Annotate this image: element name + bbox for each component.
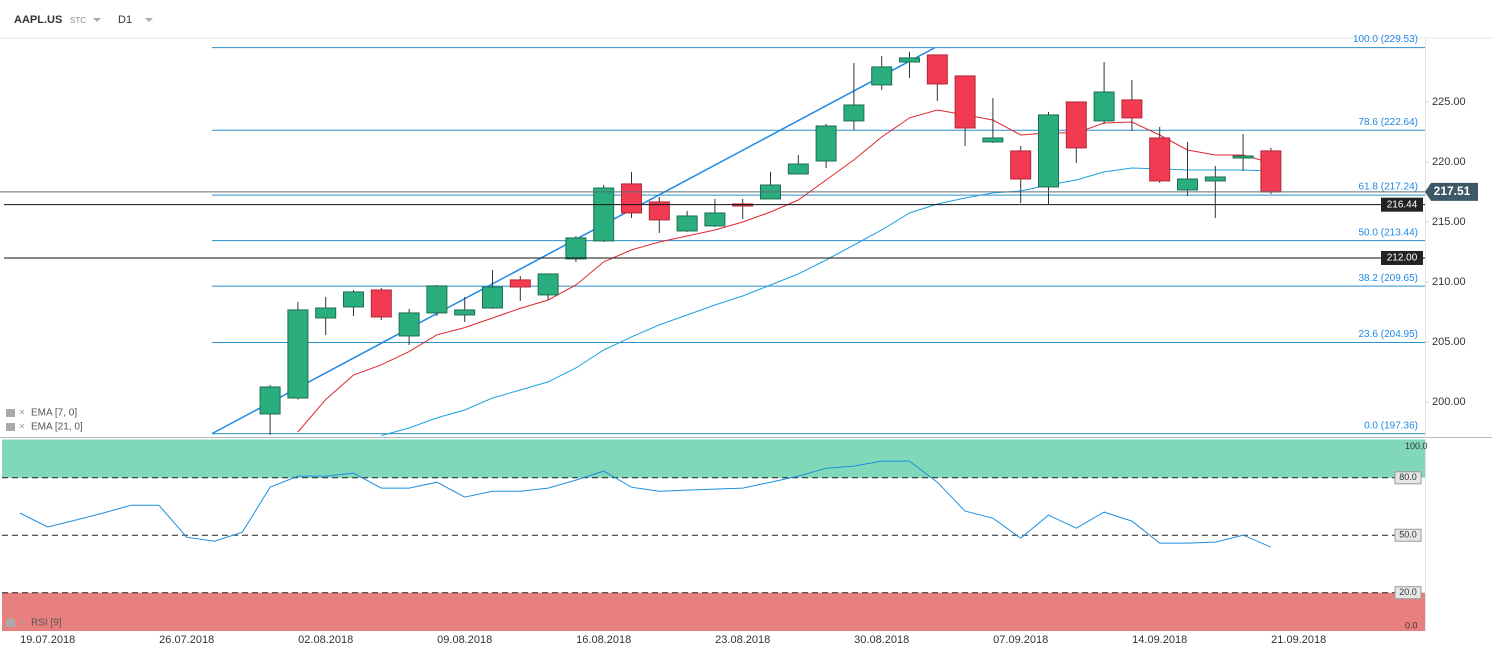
candle-body: [593, 187, 615, 242]
fib-label: 78.6 (222.64): [1359, 117, 1419, 128]
rsi-line: [19, 460, 1272, 548]
candle-body: [1177, 178, 1198, 191]
fib-label: 0.0 (197.36): [1364, 420, 1418, 431]
candle-body: [815, 125, 837, 162]
fib-label: 61.8 (217.24): [1359, 182, 1419, 193]
rsi-level-box: [1394, 471, 1422, 485]
price-line-label: 212.00: [1387, 253, 1418, 264]
interval[interactable]: D1: [118, 14, 132, 26]
candle-body: [426, 285, 448, 314]
legend-close: ×: [19, 618, 25, 629]
x-tick-label: 16.08.2018: [576, 634, 631, 646]
legend-icon: [6, 409, 15, 417]
rsi-tick-label: 20.0: [1399, 587, 1417, 597]
legend-close: ×: [19, 408, 25, 419]
fib-label: 38.2 (209.65): [1359, 273, 1419, 284]
candle-body: [1232, 155, 1254, 159]
candle-body: [621, 183, 642, 214]
legend-icon: [6, 619, 15, 627]
y-tick-label: 225.00: [1432, 96, 1466, 108]
candle-body: [287, 309, 309, 399]
candle-body: [954, 75, 976, 129]
candle-body: [704, 212, 726, 227]
fib-label: 50.0 (213.44): [1359, 227, 1419, 238]
candle-body: [565, 237, 587, 260]
x-tick-label: 09.08.2018: [437, 634, 492, 646]
y-tick-label: 205.00: [1432, 336, 1466, 348]
ema-line: [381, 167, 1271, 437]
candle-body: [343, 291, 364, 308]
candle-body: [398, 312, 420, 337]
candle-body: [676, 215, 698, 232]
y-tick-label: 210.00: [1432, 276, 1466, 288]
candle-body: [454, 309, 476, 316]
legend-entry: EMA [7, 0]: [31, 408, 77, 419]
rsi-tick-label: 0.0: [1405, 620, 1418, 630]
last-price-box: [1425, 182, 1478, 201]
candle-body: [843, 104, 865, 122]
candle-body: [871, 66, 893, 86]
rsi-tick-label: 100.0: [1405, 441, 1428, 451]
candle-body: [1121, 99, 1143, 119]
legend-entry: RSI [9]: [31, 618, 62, 629]
candle-body: [899, 57, 920, 63]
price-pane: [211, 46, 1425, 437]
x-tick-label: 23.08.2018: [715, 634, 770, 646]
y-tick-label: 220.00: [1432, 156, 1466, 168]
candle-body: [1065, 101, 1087, 149]
rsi-zone: [2, 592, 1425, 631]
candle-body: [370, 289, 392, 318]
rsi-level-box: [1394, 528, 1422, 542]
candle-body: [787, 163, 809, 175]
candle-body: [259, 386, 281, 415]
x-tick-label: 02.08.2018: [298, 634, 353, 646]
candle-body: [1038, 114, 1059, 188]
price-line-box: [1381, 250, 1423, 265]
x-tick-label: 21.09.2018: [1271, 634, 1326, 646]
rsi-tick-label: 50.0: [1399, 530, 1417, 540]
candle-body: [482, 286, 503, 309]
candle-body: [1093, 91, 1115, 122]
market[interactable]: STC: [70, 16, 86, 25]
dropdown-arrow[interactable]: [145, 18, 153, 22]
rsi-level-box: [1394, 586, 1422, 600]
candle-body: [1260, 150, 1282, 193]
x-tick-label: 30.08.2018: [854, 634, 909, 646]
symbol[interactable]: AAPL.US: [14, 14, 62, 26]
y-tick-label: 215.00: [1432, 216, 1466, 228]
candle-body: [537, 273, 559, 296]
y-tick-label: 200.00: [1432, 396, 1466, 408]
candle-body: [1010, 150, 1032, 180]
dropdown-arrow[interactable]: [93, 18, 101, 22]
last-price-label: 217.51: [1434, 184, 1471, 198]
legend-entry: EMA [21, 0]: [31, 422, 83, 433]
candle-body: [1204, 176, 1226, 182]
price-line-box: [1381, 197, 1423, 212]
candle-body: [982, 137, 1004, 143]
candle-body: [926, 54, 948, 85]
x-tick-label: 26.07.2018: [159, 634, 214, 646]
x-tick-label: 07.09.2018: [993, 634, 1048, 646]
candle-body: [315, 307, 337, 319]
x-tick-label: 14.09.2018: [1132, 634, 1187, 646]
legend-icon: [6, 423, 15, 431]
rsi-tick-label: 80.0: [1399, 472, 1417, 482]
legend-close: ×: [19, 422, 25, 433]
candle-body: [648, 201, 670, 221]
fib-label: 23.6 (204.95): [1359, 329, 1419, 340]
fib-label: 100.0 (229.53): [1353, 34, 1418, 45]
candle-body: [509, 279, 531, 288]
candle-body: [1149, 137, 1171, 182]
ema-line: [297, 109, 1272, 433]
x-tick-label: 19.07.2018: [20, 634, 75, 646]
rsi-zone: [2, 439, 1425, 478]
price-line-label: 216.44: [1387, 199, 1418, 210]
